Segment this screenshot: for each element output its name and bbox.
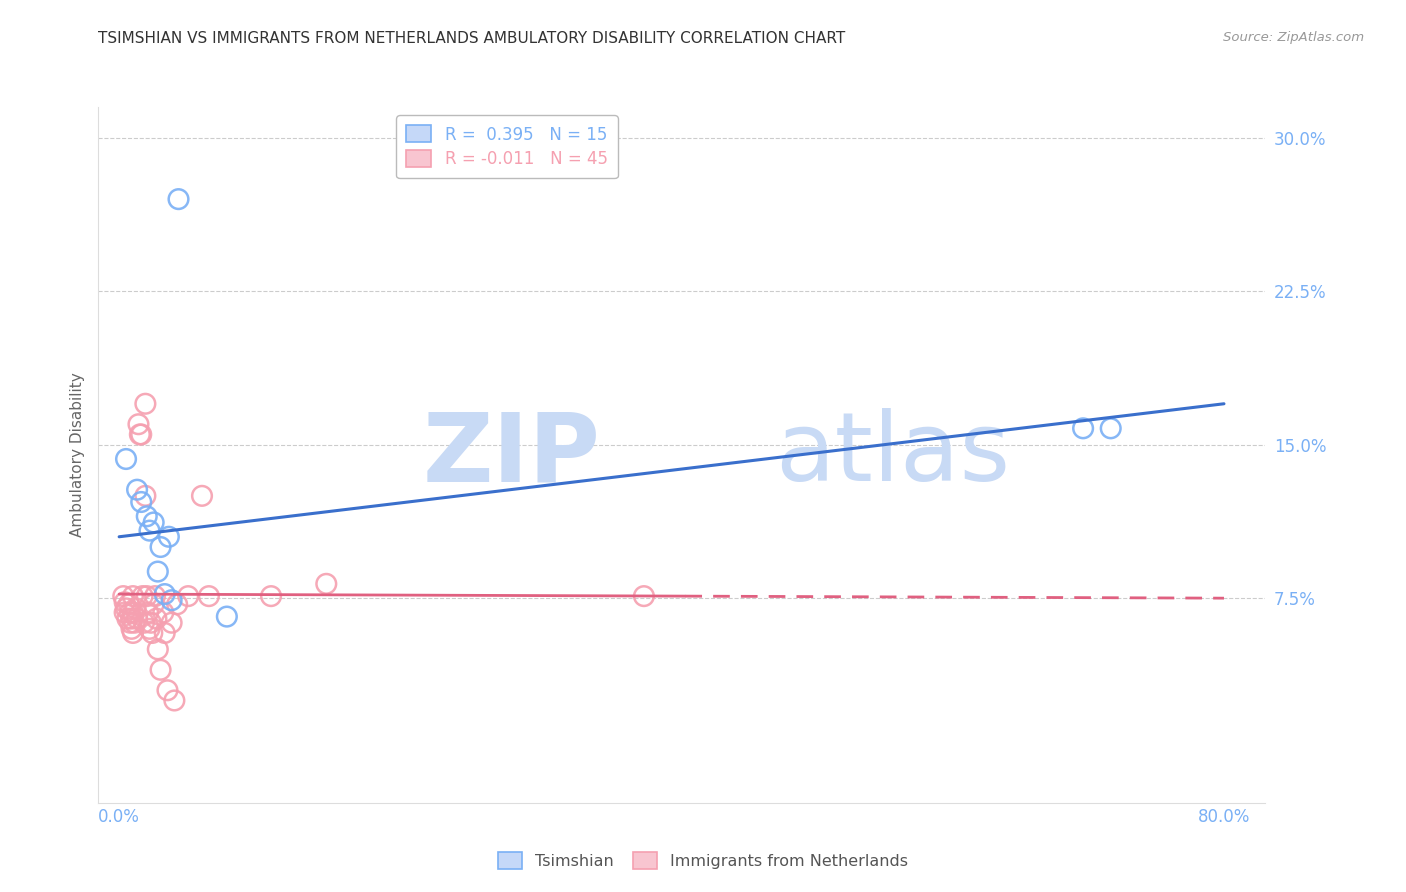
Point <box>152 606 174 620</box>
Point <box>134 397 156 411</box>
Point <box>129 495 152 509</box>
Point <box>160 615 183 630</box>
Text: atlas: atlas <box>775 409 1011 501</box>
Point <box>167 192 190 206</box>
Point <box>149 540 172 554</box>
Point <box>136 606 159 620</box>
Point <box>142 597 165 611</box>
Legend: Tsimshian, Immigrants from Netherlands: Tsimshian, Immigrants from Netherlands <box>492 846 914 875</box>
Point <box>129 427 152 442</box>
Point <box>127 417 149 432</box>
Point <box>120 615 142 630</box>
Point <box>131 589 153 603</box>
Point <box>112 589 135 603</box>
Point <box>118 597 141 611</box>
Point <box>149 663 172 677</box>
Point <box>120 606 142 620</box>
Point <box>115 452 138 467</box>
Point <box>142 516 165 530</box>
Point <box>122 606 145 620</box>
Y-axis label: Ambulatory Disability: Ambulatory Disability <box>69 373 84 537</box>
Point <box>153 587 176 601</box>
Point <box>139 615 162 630</box>
Point <box>315 577 337 591</box>
Point <box>160 593 183 607</box>
Point <box>138 524 160 538</box>
Point <box>124 615 146 630</box>
Point <box>198 589 221 603</box>
Point <box>166 597 188 611</box>
Point <box>143 589 166 603</box>
Point <box>135 509 157 524</box>
Point <box>146 565 169 579</box>
Point <box>127 612 149 626</box>
Point <box>121 622 143 636</box>
Point <box>122 626 145 640</box>
Point <box>153 626 176 640</box>
Point <box>115 601 138 615</box>
Point <box>156 683 179 698</box>
Text: TSIMSHIAN VS IMMIGRANTS FROM NETHERLANDS AMBULATORY DISABILITY CORRELATION CHART: TSIMSHIAN VS IMMIGRANTS FROM NETHERLANDS… <box>98 31 845 46</box>
Point <box>146 642 169 657</box>
Text: ZIP: ZIP <box>422 409 600 501</box>
Point <box>121 612 143 626</box>
Point <box>163 693 186 707</box>
Text: Source: ZipAtlas.com: Source: ZipAtlas.com <box>1223 31 1364 45</box>
Point <box>1071 421 1094 435</box>
Point <box>191 489 214 503</box>
Point <box>138 622 160 636</box>
Point <box>132 615 155 630</box>
Legend: R =  0.395   N = 15, R = -0.011   N = 45: R = 0.395 N = 15, R = -0.011 N = 45 <box>396 115 617 178</box>
Point <box>128 427 150 442</box>
Point <box>114 606 136 620</box>
Point <box>1099 421 1122 435</box>
Point <box>177 589 200 603</box>
Point <box>125 601 148 615</box>
Point <box>114 595 136 609</box>
Point <box>135 589 157 603</box>
Point <box>157 530 180 544</box>
Point <box>260 589 283 603</box>
Point <box>122 589 145 603</box>
Point <box>117 612 139 626</box>
Point <box>145 612 167 626</box>
Point <box>141 626 163 640</box>
Point <box>134 489 156 503</box>
Point <box>633 589 655 603</box>
Point <box>215 609 238 624</box>
Point <box>127 483 149 497</box>
